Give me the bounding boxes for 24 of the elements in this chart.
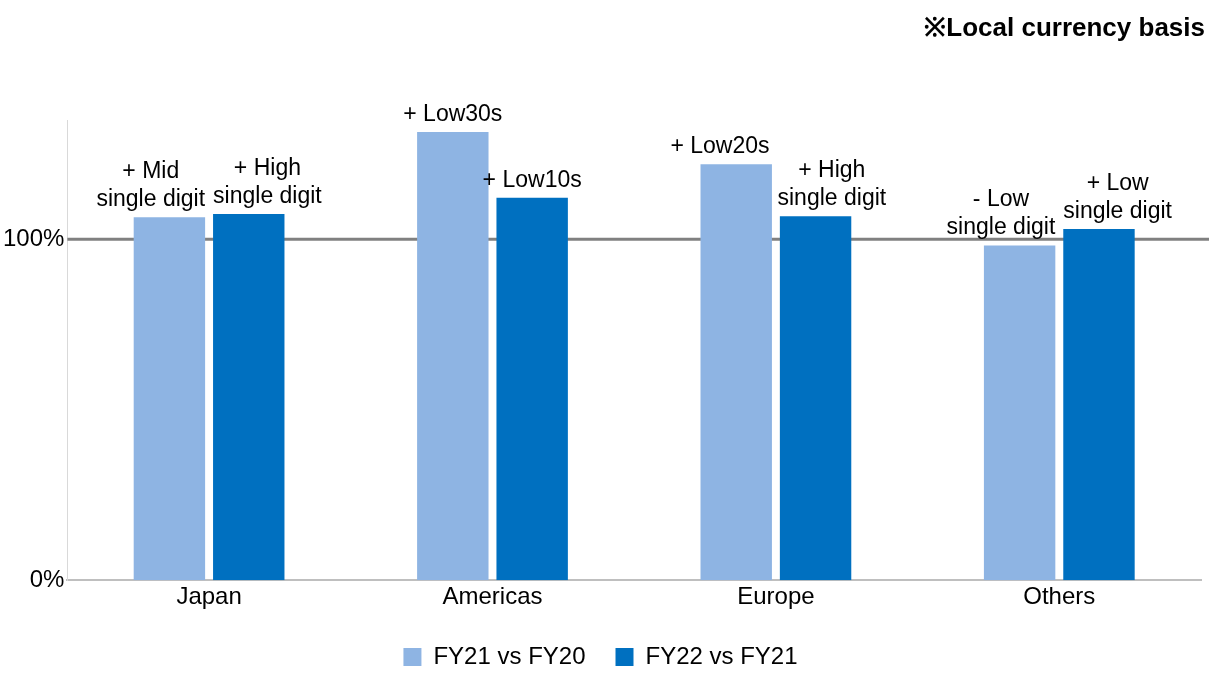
- y-tick-label: 0%: [29, 564, 65, 592]
- data-label: + Low10s: [482, 165, 582, 192]
- data-label: + Low30s: [403, 99, 503, 126]
- x-tick-label: Others: [1023, 582, 1096, 610]
- bar: [983, 245, 1056, 581]
- data-label: + Low single digit: [1063, 168, 1173, 223]
- data-label: + Low20s: [670, 132, 770, 159]
- bar: [700, 164, 772, 581]
- data-label: + High single digit: [213, 153, 323, 208]
- bar: [1063, 229, 1135, 581]
- data-label: + High single digit: [777, 155, 887, 210]
- y-tick-label: 100%: [2, 223, 65, 251]
- legend-label: FY21 vs FY20: [433, 641, 586, 669]
- bar: [779, 216, 852, 581]
- x-tick-label: Europe: [737, 582, 815, 610]
- bar: [213, 214, 285, 581]
- x-tick-label: Japan: [176, 582, 242, 610]
- bar: [496, 197, 568, 581]
- x-tick-label: Americas: [442, 582, 543, 610]
- data-label: + Mid single digit: [96, 157, 206, 211]
- legend-label: FY22 vs FY21: [645, 641, 798, 669]
- text: ※Local currency basis: [924, 11, 1205, 44]
- data-label: - Low single digit: [946, 185, 1056, 240]
- bar: [133, 217, 206, 581]
